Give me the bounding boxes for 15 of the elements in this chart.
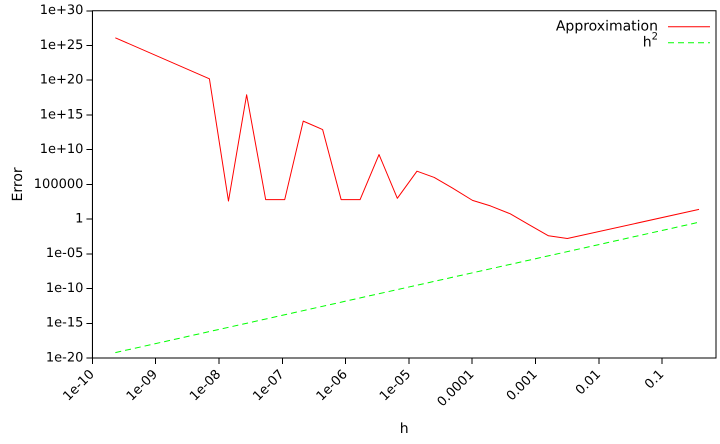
- x-axis-title: h: [400, 421, 409, 438]
- y-tick-label: 1e+30: [40, 3, 84, 18]
- x-tick-label: 0.1: [642, 367, 668, 392]
- y-tick-label: 1e-05: [46, 246, 84, 262]
- y-tick-label: 1e+15: [40, 107, 84, 122]
- y-tick-label: 100000: [34, 176, 84, 192]
- y-tick-label: 1e+10: [40, 142, 84, 158]
- y-tick-label: 1e+25: [40, 38, 84, 53]
- y-tick-label: 1: [75, 212, 84, 226]
- legend-label: Approximation: [556, 18, 658, 34]
- y-tick-label: 1e-15: [46, 316, 84, 331]
- y-tick-label: 1e-10: [46, 280, 84, 296]
- y-tick-label: 1e+20: [40, 72, 84, 88]
- y-axis-title: Error: [10, 167, 26, 202]
- y-tick-label: 1e-20: [46, 350, 84, 366]
